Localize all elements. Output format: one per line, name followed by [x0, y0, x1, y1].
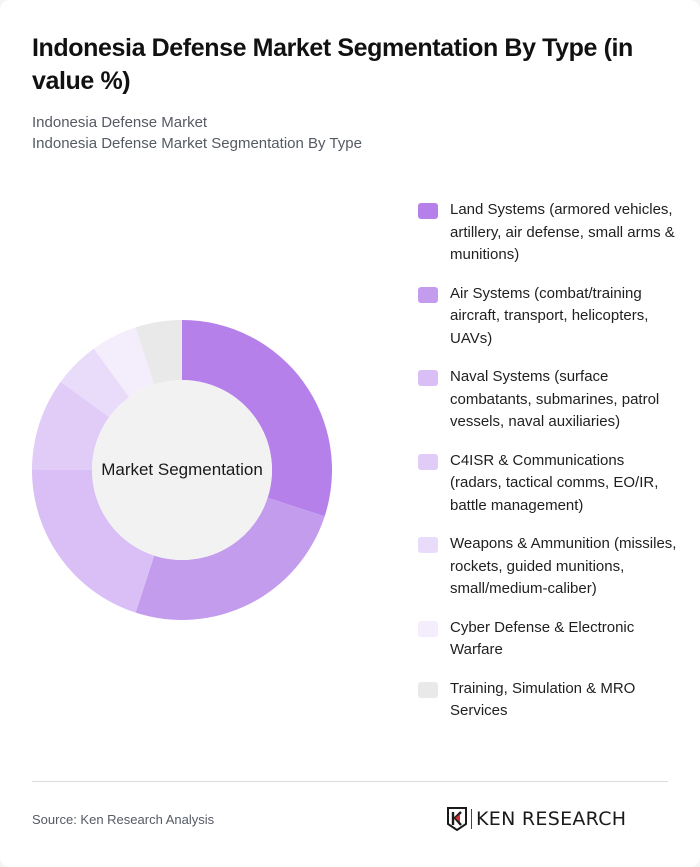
- legend-item-c4isr[interactable]: C4ISR & Communications (radars, tactical…: [418, 450, 678, 518]
- chart-subtitle-segmentation: Indonesia Defense Market Segmentation By…: [32, 135, 362, 152]
- legend-item-land-systems[interactable]: Land Systems (armored vehicles, artiller…: [418, 199, 678, 267]
- legend-swatch: [418, 370, 438, 386]
- donut-segment[interactable]: [182, 320, 332, 517]
- donut-segment[interactable]: [135, 497, 325, 620]
- legend-label: Weapons & Ammunition (missiles, rockets,…: [450, 535, 677, 597]
- donut-segment[interactable]: [93, 327, 155, 398]
- legend-label: Land Systems (armored vehicles, artiller…: [450, 201, 675, 263]
- legend-swatch: [418, 681, 438, 698]
- source-note: Source: Ken Research Analysis: [32, 812, 215, 827]
- legend-swatch: [418, 453, 438, 470]
- ken-research-shield-icon: [447, 807, 467, 831]
- legend-item-air-systems[interactable]: Air Systems (combat/training aircraft, t…: [418, 283, 678, 351]
- legend-swatch: [418, 620, 438, 637]
- logo-separator: [471, 809, 472, 829]
- legend-item-cyber-defense[interactable]: Cyber Defense & Electronic Warfare: [418, 617, 678, 662]
- footer-divider: [32, 781, 668, 782]
- legend-item-weapons-ammunition[interactable]: Weapons & Ammunition (missiles, rockets,…: [418, 533, 678, 601]
- legend-swatch: [418, 286, 438, 303]
- donut-hole: [92, 380, 272, 560]
- chart-title: Indonesia Defense Market Segmentation By…: [32, 34, 633, 95]
- legend-item-training-mro[interactable]: Training, Simulation & MRO Services: [418, 678, 678, 723]
- logo-text: KEN RESEARCH: [476, 808, 627, 830]
- legend-swatch: [418, 537, 438, 553]
- legend-item-naval-systems[interactable]: Naval Systems (surface combatants, subma…: [418, 366, 678, 434]
- donut-center-label: Market Segmentation: [101, 460, 263, 479]
- donut-segment[interactable]: [60, 348, 130, 418]
- chart-subtitle-market: Indonesia Defense Market: [32, 114, 208, 131]
- donut-chart: [32, 320, 332, 620]
- legend-swatch: [418, 203, 438, 219]
- donut-segment[interactable]: [135, 320, 182, 385]
- donut-svg: [32, 320, 332, 620]
- legend-label: Air Systems (combat/training aircraft, t…: [450, 284, 649, 347]
- ken-research-logo: KEN RESEARCH: [447, 806, 626, 832]
- legend-label: Training, Simulation & MRO Services: [450, 679, 636, 720]
- legend-label: Cyber Defense & Electronic Warfare: [450, 618, 635, 659]
- chart-legend: Land Systems (armored vehicles, artiller…: [418, 199, 678, 739]
- donut-segment[interactable]: [32, 381, 110, 470]
- legend-label: C4ISR & Communications (radars, tactical…: [450, 451, 659, 514]
- donut-segment[interactable]: [32, 470, 155, 613]
- legend-label: Naval Systems (surface combatants, subma…: [450, 368, 660, 430]
